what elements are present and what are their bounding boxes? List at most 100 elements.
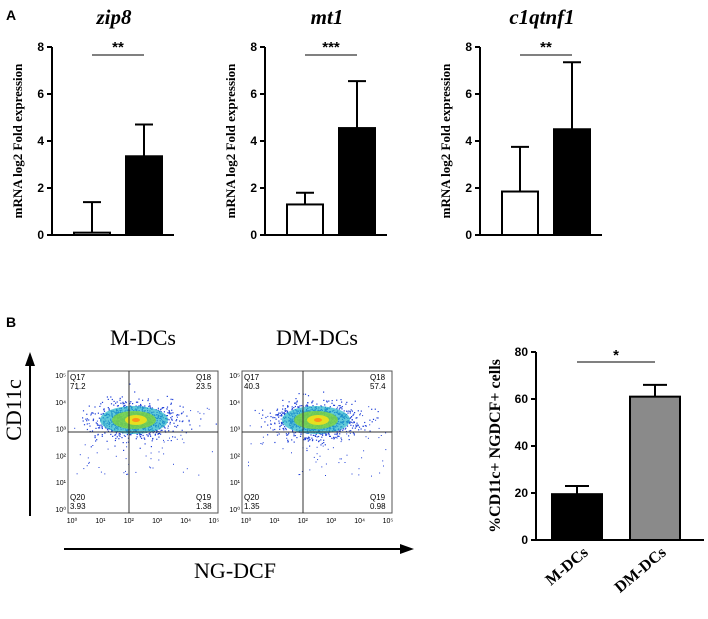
y-tick-label: 20	[515, 486, 529, 500]
y-decade-label: 10³	[230, 427, 241, 434]
cell-dot	[182, 406, 184, 408]
cell-dot	[333, 438, 335, 440]
cell-dot	[296, 400, 298, 402]
cell-dot	[283, 413, 286, 415]
cell-dot	[321, 442, 323, 445]
cell-dot	[101, 401, 104, 403]
cell-dot	[279, 415, 281, 417]
cell-dot	[348, 439, 350, 441]
quadrant-value: 1.35	[244, 502, 260, 511]
quadrant-value: 1.38	[196, 502, 212, 511]
cell-dot	[276, 414, 278, 416]
cell-dot	[282, 424, 284, 426]
cell-dot	[82, 420, 84, 422]
cell-dot	[254, 409, 256, 412]
cell-dot	[349, 432, 351, 434]
cell-dot	[376, 417, 378, 419]
cell-dot	[113, 400, 115, 402]
cell-dot	[338, 436, 340, 437]
cell-dot	[349, 417, 351, 419]
cell-dot	[340, 407, 342, 409]
cell-dot	[150, 452, 152, 454]
cell-dot	[369, 424, 371, 426]
cell-dot	[350, 430, 352, 432]
flow-x-axis-label: NG-DCF	[194, 558, 276, 583]
x-decade-label: 10³	[152, 518, 163, 525]
cell-dot	[297, 406, 299, 408]
cell-dot	[336, 437, 338, 439]
quadrant-name: Q19	[370, 493, 386, 502]
cell-dot	[282, 448, 284, 450]
cell-dot	[339, 430, 341, 432]
cell-dot	[340, 399, 342, 401]
cell-dot	[101, 425, 103, 427]
cell-dot	[163, 407, 165, 409]
cell-dot	[278, 412, 280, 414]
cell-dot	[316, 453, 318, 455]
cell-dot	[96, 420, 98, 422]
cell-dot	[132, 403, 134, 405]
cell-dot	[277, 415, 279, 417]
cell-dot	[339, 405, 341, 407]
cell-dot	[158, 436, 160, 438]
quadrant-name: Q20	[70, 493, 86, 502]
cell-dot	[299, 435, 302, 437]
cell-dot	[287, 434, 289, 436]
cell-dot	[306, 449, 308, 452]
cell-dot	[278, 420, 280, 422]
cell-dot	[352, 422, 354, 424]
quadrant-name: Q17	[70, 373, 86, 382]
quadrant-name: Q19	[196, 493, 212, 502]
cell-dot	[97, 433, 99, 435]
cell-dot	[285, 429, 287, 431]
cell-dot	[175, 420, 177, 422]
cell-dot	[321, 433, 323, 435]
cell-dot	[294, 432, 297, 434]
cell-dot	[86, 418, 88, 420]
cell-dot	[134, 391, 136, 393]
cell-dot	[173, 422, 175, 424]
cell-dot	[321, 466, 323, 468]
bar	[73, 231, 111, 236]
cell-population	[74, 383, 217, 476]
cell-dot	[86, 413, 88, 415]
cell-dot	[323, 442, 325, 444]
cell-dot	[114, 434, 116, 436]
cell-dot	[167, 412, 169, 414]
cell-dot	[177, 424, 179, 427]
cell-dot	[149, 466, 151, 468]
cell-dot	[286, 434, 288, 436]
y-axis-label: mRNA log2 Fold expression	[10, 63, 25, 218]
cell-dot	[371, 408, 373, 410]
cell-dot	[321, 436, 323, 438]
category-label: M-DCs	[543, 544, 592, 589]
panel-b-label: B	[6, 314, 16, 330]
cell-dot	[277, 413, 279, 415]
cell-dot	[261, 417, 263, 419]
cell-dot	[324, 404, 326, 406]
cell-dot	[291, 408, 293, 410]
cell-dot	[168, 410, 170, 412]
cell-dot	[166, 408, 168, 410]
cell-dot	[91, 430, 94, 432]
cell-dot	[283, 412, 285, 414]
y-decade-label: 10¹	[56, 480, 67, 487]
cell-dot	[349, 410, 351, 413]
bar	[501, 190, 539, 236]
cell-dot	[179, 405, 181, 407]
cell-dot	[337, 435, 339, 437]
cell-dot	[169, 437, 170, 439]
cell-dot	[324, 444, 326, 446]
cell-dot	[341, 408, 343, 410]
cell-dot	[306, 404, 308, 406]
cell-dot	[141, 437, 143, 439]
quadrant-name: Q17	[244, 373, 260, 382]
cell-dot	[172, 430, 174, 432]
cell-dot	[285, 410, 287, 412]
cell-dot	[282, 408, 284, 410]
y-tick-label: 80	[515, 345, 529, 359]
cell-dot	[272, 429, 274, 431]
significance-stars: **	[540, 39, 552, 56]
cell-dot	[158, 451, 160, 453]
cell-dot	[306, 447, 308, 449]
